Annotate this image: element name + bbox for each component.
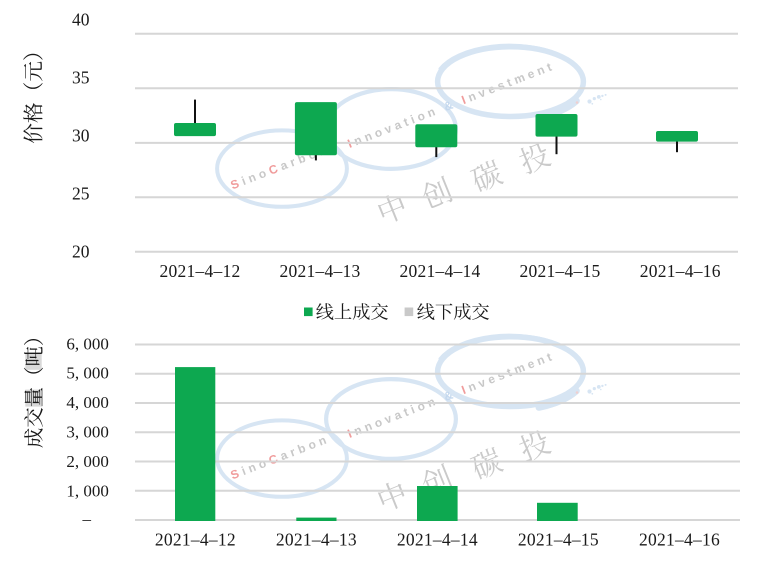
svg-text:20: 20 — [72, 242, 90, 262]
svg-text:2021–4–15: 2021–4–15 — [520, 261, 601, 281]
svg-text:2021–4–12: 2021–4–12 — [155, 529, 236, 549]
svg-text:2021–4–15: 2021–4–15 — [518, 529, 599, 549]
svg-text:3, 000: 3, 000 — [66, 423, 109, 442]
svg-text:25: 25 — [72, 183, 90, 203]
svg-text:–: – — [82, 510, 92, 529]
svg-text:4, 000: 4, 000 — [66, 393, 109, 412]
svg-text:2021–4–14: 2021–4–14 — [397, 529, 478, 549]
svg-text:35: 35 — [72, 67, 90, 87]
svg-text:5, 000: 5, 000 — [66, 364, 109, 383]
svg-text:2021–4–14: 2021–4–14 — [400, 261, 481, 281]
svg-text:2021–4–12: 2021–4–12 — [160, 261, 241, 281]
svg-text:2, 000: 2, 000 — [66, 452, 109, 471]
svg-text:2021–4–16: 2021–4–16 — [639, 529, 720, 549]
svg-text:30: 30 — [72, 125, 90, 145]
svg-text:1, 000: 1, 000 — [66, 481, 109, 500]
svg-text:40: 40 — [72, 9, 90, 29]
svg-text:6, 000: 6, 000 — [66, 334, 109, 353]
svg-text:2021–4–13: 2021–4–13 — [280, 261, 361, 281]
svg-text:2021–4–16: 2021–4–16 — [640, 261, 721, 281]
svg-text:2021–4–13: 2021–4–13 — [276, 529, 357, 549]
